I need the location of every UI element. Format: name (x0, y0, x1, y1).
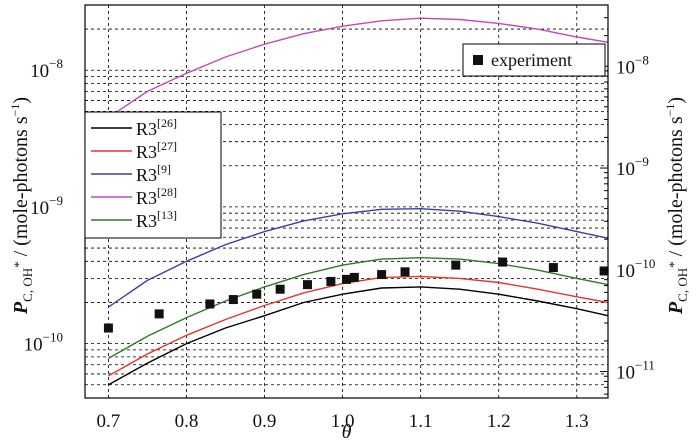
x-tick-label: 1.2 (487, 411, 511, 432)
series-line-28 (108, 17, 609, 119)
legend-series: R3[26]R3[27]R3[9]R3[28]R3[13] (84, 111, 222, 239)
experiment-point (326, 276, 336, 286)
legend-experiment-marker (473, 55, 483, 65)
legend-experiment: experiment (462, 43, 606, 77)
left-tick-label: 10−8 (30, 56, 63, 82)
experiment-point (599, 266, 609, 276)
right-tick-label: 10−8 (616, 52, 649, 78)
x-tick-label: 1.0 (331, 411, 355, 432)
x-tick-label: 1.3 (565, 411, 589, 432)
experiment-point (252, 289, 262, 299)
x-axis-title: θ (342, 421, 352, 443)
experiment-point (451, 260, 461, 270)
series-layer (108, 17, 609, 386)
right-y-axis-title: PC, OH* / (mole-photons s−1) (663, 97, 690, 315)
experiment-point (349, 272, 359, 282)
series-line-27 (108, 275, 609, 377)
left-tick-label: 10−10 (24, 330, 63, 356)
x-tick-label: 0.8 (175, 411, 199, 432)
experiment-points (103, 257, 609, 333)
right-tick-label: 10−10 (616, 256, 655, 282)
x-tick-label: 1.1 (409, 411, 433, 432)
right-tick-label: 10−9 (616, 154, 649, 180)
legend-series-box (84, 111, 222, 239)
experiment-point (154, 309, 164, 319)
right-tick-label: 10−11 (616, 358, 655, 384)
experiment-point (342, 274, 351, 284)
experiment-point (548, 263, 558, 273)
series-line-26 (108, 286, 609, 386)
x-tick-label: 0.9 (253, 411, 277, 432)
left-tick-label: 10−9 (30, 193, 63, 219)
legend-experiment-box (462, 43, 606, 77)
experiment-point (377, 270, 387, 280)
tick-layer: 0.7 0.8 0.9 1.0 1.1 1.2 1.3 10−10 10−9 10−8 10−11 1… (24, 4, 655, 432)
legend-experiment-label: experiment (491, 50, 572, 70)
experiment-point (498, 257, 508, 267)
experiment-point (400, 267, 410, 277)
experiment-point (205, 299, 215, 309)
experiment-point (228, 295, 238, 305)
experiment-point (275, 284, 285, 294)
left-y-axis-title: PC, OH* / (mole-photons s−1) (8, 97, 35, 315)
x-tick-label: 0.7 (97, 411, 121, 432)
series-line-13 (108, 256, 609, 360)
series-line-9 (108, 207, 609, 308)
experiment-point (103, 323, 113, 333)
experiment-point (302, 280, 312, 290)
